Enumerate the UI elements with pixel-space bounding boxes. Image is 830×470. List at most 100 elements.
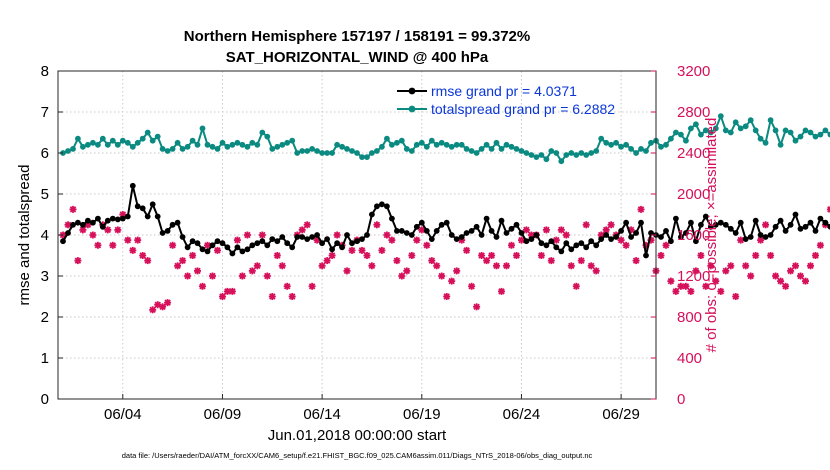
obs-assimilated-point <box>772 272 780 280</box>
totalspread-point <box>90 139 96 146</box>
obs-assimilated-point <box>722 267 730 275</box>
rmse-point <box>757 232 764 238</box>
obs-assimilated-point <box>587 262 595 270</box>
rmse-point <box>712 221 719 228</box>
rmse-point <box>279 234 286 240</box>
totalspread-point <box>244 143 251 150</box>
chart-title: Northern Hemisphere 157197 / 158191 = 99… <box>184 28 530 45</box>
rmse-point <box>294 234 301 240</box>
obs-assimilated-point <box>662 241 670 249</box>
totalspread-point <box>772 127 779 134</box>
obs-assimilated-point <box>762 221 770 229</box>
totalspread-point <box>628 146 634 152</box>
totalspread-point <box>613 139 619 146</box>
rmse-point <box>473 223 480 230</box>
totalspread-point <box>334 141 340 148</box>
obs-assimilated-point <box>268 293 276 300</box>
totalspread-point <box>329 150 335 156</box>
totalspread-point <box>812 133 819 140</box>
totalspread-point <box>229 141 236 148</box>
rmse-point <box>443 219 450 226</box>
rmse-point <box>453 236 460 243</box>
rmse-point <box>478 232 485 238</box>
totalspread-point <box>643 148 649 154</box>
totalspread-point <box>239 141 246 148</box>
totalspread-point <box>458 141 465 148</box>
rmse-point <box>488 228 495 234</box>
totalspread-point <box>319 150 325 156</box>
rmse-point <box>413 223 420 230</box>
totalspread-point <box>144 129 151 136</box>
rmse-point <box>129 182 136 189</box>
obs-assimilated-point <box>109 241 117 249</box>
totalspread-point <box>538 152 545 158</box>
left-tick-label: 0 <box>41 391 49 408</box>
obs-assimilated-point <box>677 282 685 290</box>
obs-assimilated-point <box>602 226 610 234</box>
totalspread-point <box>548 148 555 154</box>
totalspread-point <box>633 150 639 156</box>
obs-assimilated-point <box>443 293 451 300</box>
totalspread-point <box>453 141 460 148</box>
rmse-point <box>379 201 385 208</box>
rmse-point <box>75 219 81 226</box>
rmse-point <box>99 223 106 230</box>
totalspread-point <box>688 125 694 132</box>
totalspread-point <box>807 129 814 136</box>
rmse-point <box>339 244 345 251</box>
totalspread-point <box>124 139 131 146</box>
x-tick-label: 06/29 <box>602 406 640 423</box>
rmse-point <box>792 211 799 218</box>
right-tick-label: 1200 <box>677 268 710 285</box>
rmse-point <box>693 238 699 245</box>
rmse-point <box>224 244 231 251</box>
left-tick-label: 6 <box>41 145 49 162</box>
x-tick-label: 06/04 <box>104 406 142 423</box>
totalspread-point <box>413 141 420 148</box>
legend-rmse-label: rmse grand pr = 4.0371 <box>431 83 577 99</box>
rmse-point <box>269 236 276 243</box>
obs-assimilated-point <box>792 262 799 270</box>
totalspread-point <box>139 135 146 142</box>
rmse-point <box>169 221 176 228</box>
totalspread-point <box>663 141 669 148</box>
totalspread-point <box>114 141 121 148</box>
rmse-point <box>114 216 121 223</box>
obs-assimilated-point <box>219 293 226 300</box>
left-tick-label: 4 <box>41 227 49 244</box>
obs-assimilated-point <box>777 277 785 285</box>
totalspread-point <box>498 146 505 152</box>
obs-assimilated-point <box>129 246 137 254</box>
left-tick-label: 1 <box>41 350 49 367</box>
rmse-point <box>548 238 555 245</box>
obs-assimilated-point <box>318 262 326 270</box>
x-tick-label: 06/09 <box>204 406 242 423</box>
totalspread-point <box>787 129 794 136</box>
rmse-point <box>309 234 315 240</box>
rmse-point <box>95 215 101 222</box>
obs-assimilated-point <box>692 267 700 275</box>
rmse-point <box>638 219 644 226</box>
totalspread-point <box>603 139 610 146</box>
totalspread-point <box>95 141 101 148</box>
obs-assimilated-point <box>557 226 565 234</box>
right-tick-label: 2000 <box>677 186 710 203</box>
obs-assimilated-point <box>826 205 830 213</box>
rmse-point <box>249 242 256 249</box>
rmse-point <box>398 228 405 234</box>
rmse-point <box>598 236 605 243</box>
totalspread-point <box>299 148 306 154</box>
rmse-point <box>463 230 470 236</box>
totalspread-point <box>70 146 76 152</box>
rmse-point <box>698 221 704 228</box>
obs-assimilated-point <box>184 272 192 280</box>
data-file-footer: data file: /Users/raeder/DAI/ATM_forcXX/… <box>122 451 593 460</box>
totalspread-point <box>533 154 540 161</box>
obs-assimilated-point <box>672 287 680 295</box>
totalspread-point <box>159 146 166 152</box>
obs-assimilated-point <box>687 287 695 295</box>
obs-assimilated-point <box>278 262 286 270</box>
rmse-point <box>154 213 161 220</box>
obs-assimilated-point <box>592 267 600 275</box>
rmse-point <box>568 246 575 253</box>
